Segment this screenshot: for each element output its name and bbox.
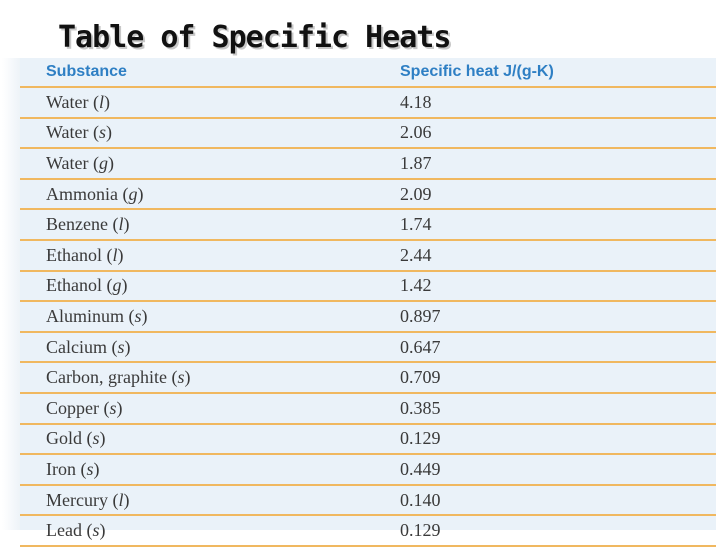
specific-heat-value: 1.87 (400, 148, 716, 180)
specific-heat-table: Substance Specific heat J/(g-K) Water (l… (20, 58, 716, 547)
phase-label: l (99, 91, 105, 112)
table-row: Water (l) 4.18 (20, 87, 716, 119)
substance-cell: Gold (s) (20, 423, 400, 456)
substance-cell: Water (l) (20, 87, 400, 119)
specific-heat-value: 0.449 (400, 454, 716, 486)
substance-cell: Ethanol (g) (20, 270, 400, 303)
substance-name: Ethanol (46, 275, 102, 296)
substance-cell: Calcium (s) (20, 331, 400, 364)
specific-heat-value: 1.74 (400, 209, 716, 241)
table-row: Aluminum (s) 0.897 (20, 301, 716, 333)
specific-heat-table-panel: Substance Specific heat J/(g-K) Water (l… (2, 58, 716, 547)
column-header-substance: Substance (20, 58, 400, 88)
substance-name: Ammonia (46, 183, 118, 204)
phase-label: g (128, 183, 138, 204)
table-row: Lead (s) 0.129 (20, 515, 716, 547)
substance-cell: Ammonia (g) (20, 178, 400, 211)
phase-label: g (112, 275, 122, 296)
substance-name: Lead (46, 520, 82, 541)
substance-name: Carbon, graphite (46, 367, 167, 388)
phase-label: s (134, 305, 142, 326)
phase-label: l (118, 489, 124, 510)
phase-label: s (86, 458, 94, 479)
substance-cell: Mercury (l) (20, 484, 400, 517)
phase-label: l (112, 244, 118, 265)
phase-label: s (92, 428, 100, 449)
substance-cell: Carbon, graphite (s) (20, 362, 400, 394)
specific-heat-value: 0.897 (400, 301, 716, 333)
substance-cell: Water (s) (20, 117, 400, 150)
substance-name: Benzene (46, 214, 108, 235)
substance-name: Water (46, 122, 89, 143)
phase-label: l (118, 214, 124, 235)
specific-heat-value: 0.129 (400, 423, 716, 456)
table-row: Ethanol (g) 1.42 (20, 270, 716, 303)
specific-heat-value: 0.129 (400, 515, 716, 547)
table-row: Carbon, graphite (s) 0.709 (20, 362, 716, 394)
specific-heat-value: 0.140 (400, 484, 716, 517)
specific-heat-value: 4.18 (400, 87, 716, 119)
table-body: Water (l) 4.18 Water (s) 2.06 Water (g) … (20, 87, 716, 547)
table-row: Gold (s) 0.129 (20, 423, 716, 456)
table-row: Water (s) 2.06 (20, 117, 716, 150)
table-header-row: Substance Specific heat J/(g-K) (20, 58, 716, 88)
substance-name: Copper (46, 397, 99, 418)
substance-cell: Ethanol (l) (20, 239, 400, 272)
table-row: Calcium (s) 0.647 (20, 331, 716, 364)
specific-heat-value: 0.385 (400, 392, 716, 425)
table-row: Copper (s) 0.385 (20, 392, 716, 425)
substance-cell: Iron (s) (20, 454, 400, 486)
phase-label: g (99, 152, 109, 173)
table-row: Benzene (l) 1.74 (20, 209, 716, 241)
substance-name: Iron (46, 458, 76, 479)
phase-label: s (117, 336, 125, 357)
substance-cell: Benzene (l) (20, 209, 400, 241)
table-row: Ammonia (g) 2.09 (20, 178, 716, 211)
specific-heat-value: 1.42 (400, 270, 716, 303)
substance-name: Water (46, 152, 89, 173)
phase-label: s (99, 122, 107, 143)
substance-name: Aluminum (46, 305, 125, 326)
table-row: Water (g) 1.87 (20, 148, 716, 180)
specific-heat-value: 2.44 (400, 239, 716, 272)
table-row: Ethanol (l) 2.44 (20, 239, 716, 272)
phase-label: s (109, 397, 117, 418)
table-row: Iron (s) 0.449 (20, 454, 716, 486)
column-header-specific-heat: Specific heat J/(g-K) (400, 58, 716, 88)
substance-cell: Water (g) (20, 148, 400, 180)
specific-heat-value: 0.647 (400, 331, 716, 364)
phase-label: s (177, 367, 185, 388)
specific-heat-value: 0.709 (400, 362, 716, 394)
substance-cell: Lead (s) (20, 515, 400, 547)
specific-heat-value: 2.09 (400, 178, 716, 211)
substance-name: Gold (46, 428, 82, 449)
table-row: Mercury (l) 0.140 (20, 484, 716, 517)
phase-label: s (92, 520, 100, 541)
substance-name: Calcium (46, 336, 107, 357)
specific-heat-value: 2.06 (400, 117, 716, 150)
substance-cell: Copper (s) (20, 392, 400, 425)
substance-name: Mercury (46, 489, 108, 510)
substance-name: Ethanol (46, 244, 102, 265)
substance-cell: Aluminum (s) (20, 301, 400, 333)
slide-title: Table of Specific Heats (58, 20, 451, 55)
substance-name: Water (46, 91, 89, 112)
